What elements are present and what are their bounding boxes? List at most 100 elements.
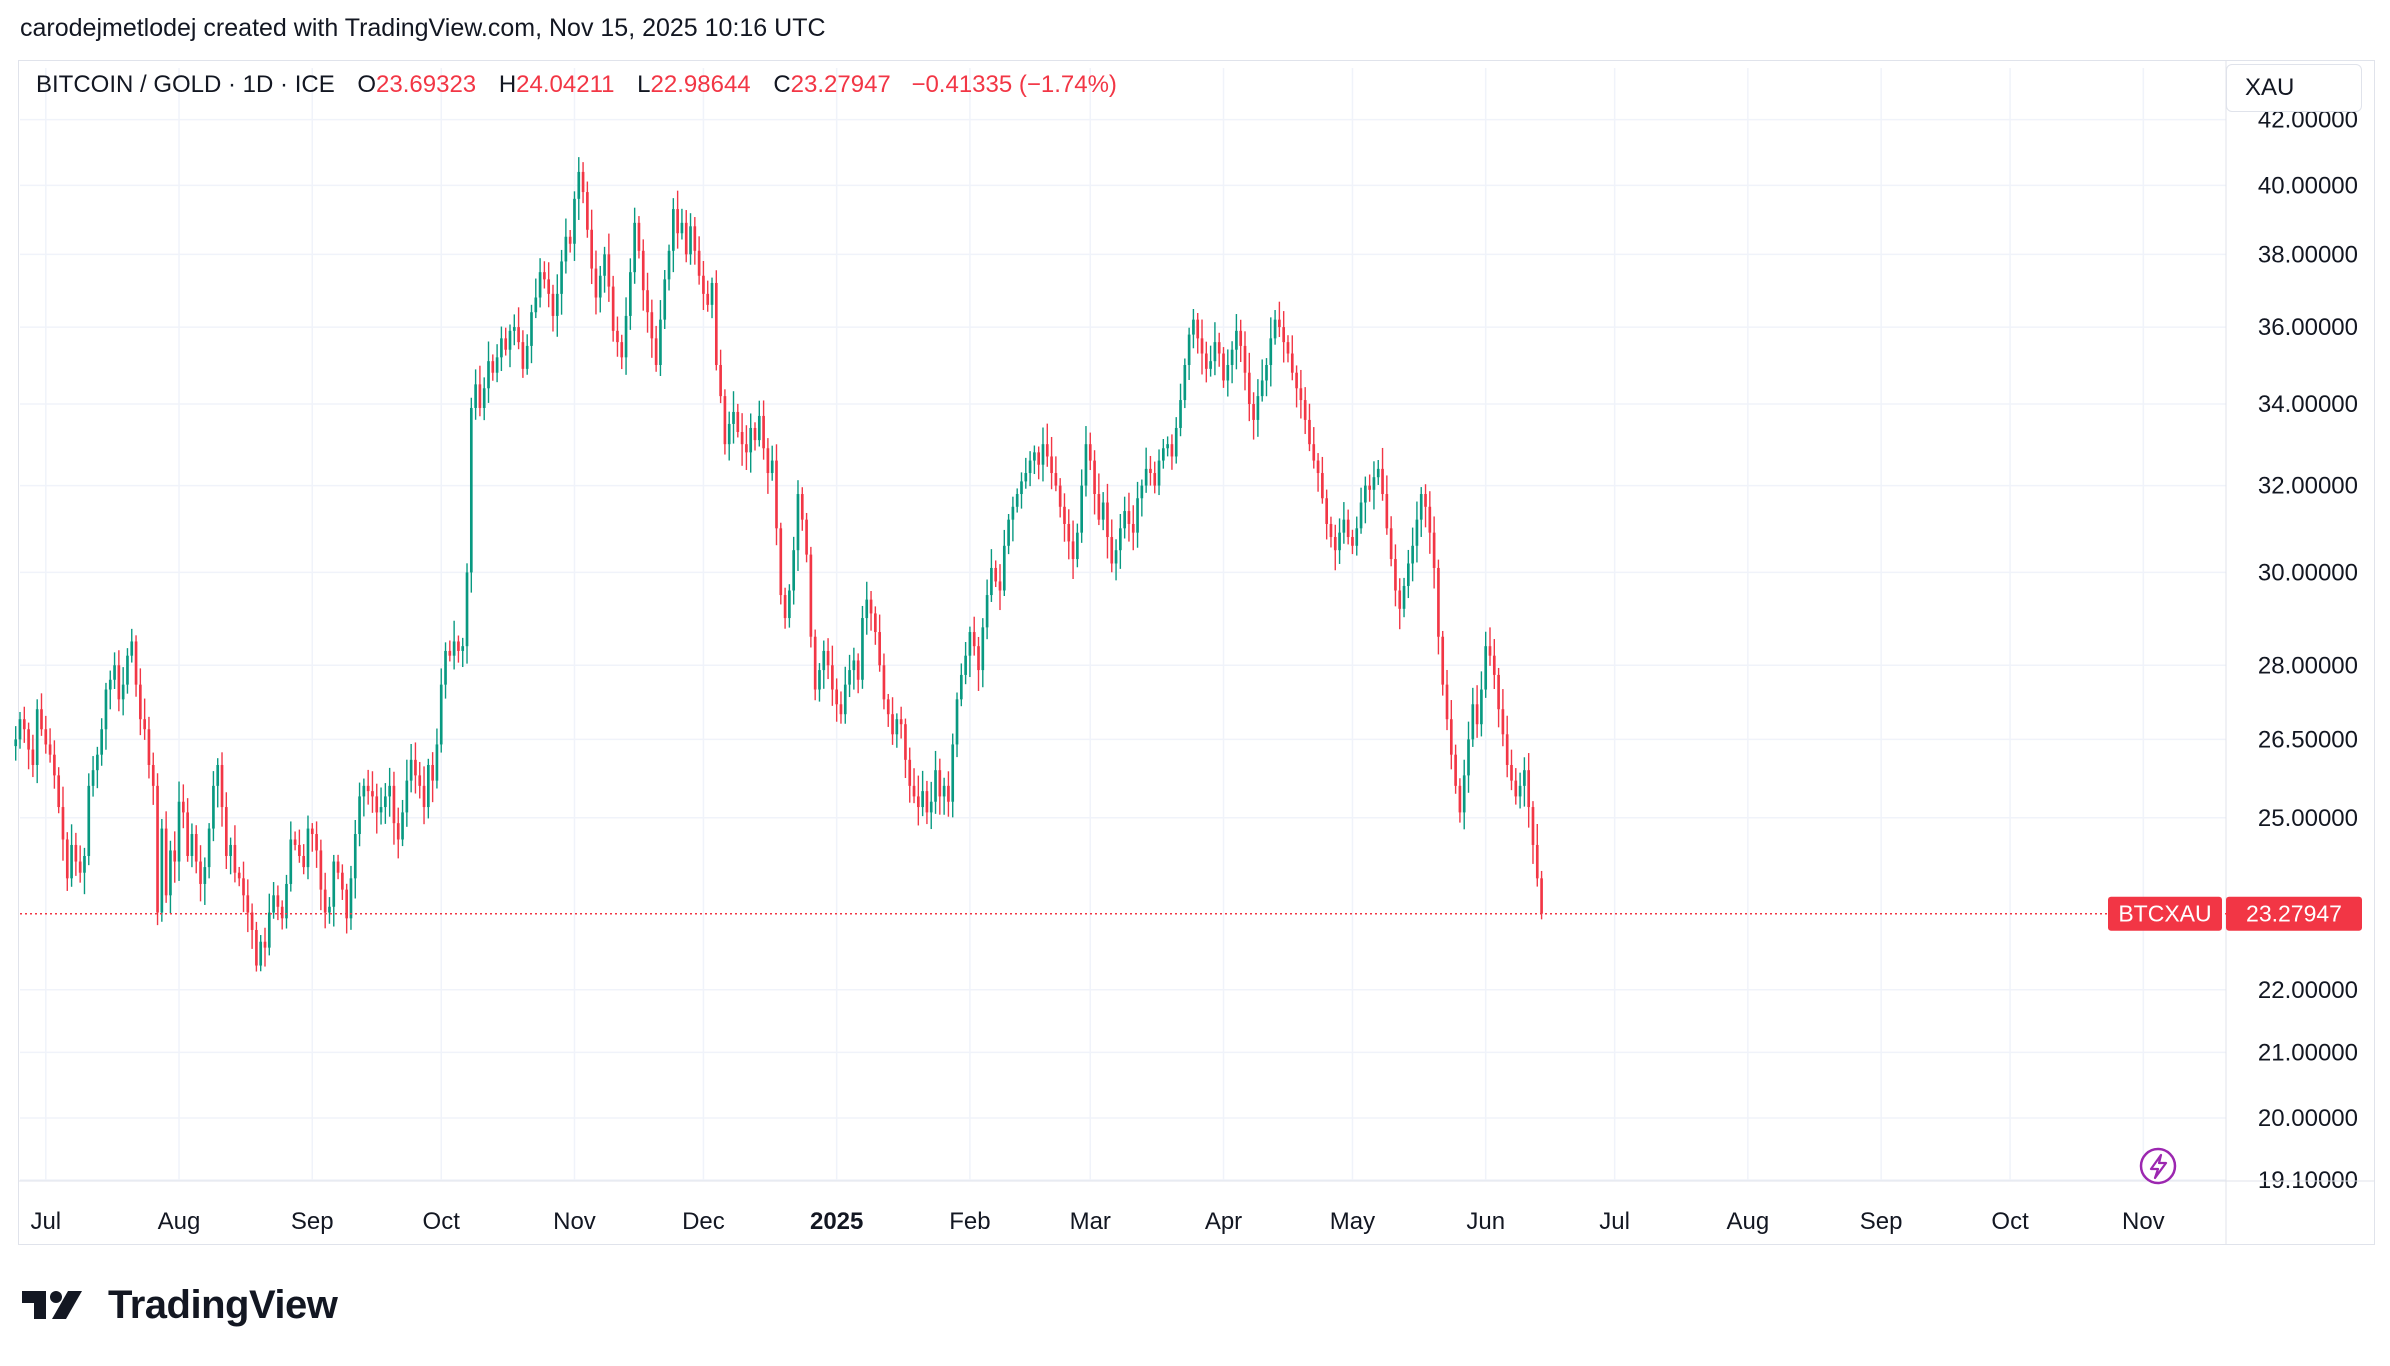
candle [504,327,508,356]
candle [1170,434,1174,470]
candle-body [220,764,224,808]
candle-body [1076,532,1079,560]
overlay-layer: BTCXAU 23.27947 [20,896,2362,1185]
candle-body [1179,400,1182,428]
candle-body [91,770,95,786]
candle [1226,349,1230,397]
candle-body [18,719,22,740]
candle [405,759,409,827]
candle-body [753,427,757,441]
candle [564,218,568,274]
candle [1235,314,1238,370]
candle [341,864,344,900]
candle-body [263,941,267,948]
candle-body [573,198,576,244]
candle-body [87,785,91,856]
candle [1149,455,1152,486]
candle [719,349,722,404]
candle-body [994,567,998,582]
candle-body [629,272,632,316]
candle [547,262,551,308]
candle [1492,639,1496,690]
candle [775,444,778,546]
currency-selector[interactable]: XAU [2226,64,2362,112]
candle [396,807,400,859]
low-label: L [637,71,651,98]
candle-body [1428,506,1432,533]
candle-body [912,785,916,797]
candle [800,487,804,531]
price-axis-label: 20.00000 [2258,1105,2358,1132]
candle [1067,509,1071,560]
candle [723,389,727,455]
candle [14,726,18,761]
candle [1273,310,1277,345]
candle [912,768,916,804]
price-axis-label: 38.00000 [2258,241,2358,268]
candle [18,711,22,749]
candle-body [323,889,327,913]
candle-body [1338,532,1341,551]
candle [1454,744,1457,794]
candle [697,236,701,285]
candle-body [495,357,499,373]
candle-body [745,444,748,453]
price-axis-label: 26.50000 [2258,726,2358,753]
candle [611,275,615,342]
candle-body [891,714,894,735]
candle-body [1007,519,1010,546]
candle [947,771,950,817]
candle-body [1209,361,1212,369]
tradingview-logo[interactable]: TradingView [22,1281,338,1329]
candle [457,635,460,663]
candle [186,798,189,862]
candle-body [280,906,284,919]
candle-body [1514,780,1518,797]
candle [199,845,202,902]
candle [530,304,533,364]
candle-body [1505,734,1509,765]
candle-body [796,494,800,551]
candle [482,377,486,421]
candle-body [53,754,56,776]
candle-body [1097,494,1101,520]
candle-body [469,407,473,573]
candle-body [1235,330,1238,350]
candle-body [319,850,323,890]
candle-body [947,785,950,802]
candle [1505,715,1509,778]
candle-body [861,618,864,680]
candle [379,787,383,825]
time-axis-label: Nov [553,1208,596,1235]
candle-body [1239,330,1243,346]
grid-layer [20,68,2226,1181]
candle-body [1222,353,1225,381]
candle-body [1183,365,1187,401]
candle [1419,487,1423,537]
candle [1321,456,1324,504]
candle [319,839,323,911]
candle-body [1278,319,1281,328]
candle [1011,496,1015,542]
time-axis-label: Oct [423,1208,461,1235]
candle-body [809,554,813,637]
candle-body [332,861,336,907]
candle [555,274,559,337]
candle [749,413,753,473]
candle [1398,578,1402,630]
candle-body [659,319,662,366]
alert-icon[interactable] [2139,1147,2177,1185]
candle [1256,379,1260,437]
candle [586,181,589,238]
symbol-name[interactable]: BITCOIN / GOLD · 1D · ICE [36,71,335,98]
candle-body [736,411,740,433]
candle [929,781,933,830]
candle-body [564,236,568,262]
candle [1488,627,1492,666]
candle-body [577,171,581,199]
candle [727,411,731,461]
candle [371,771,374,813]
candle [444,642,447,699]
candle [667,244,671,291]
